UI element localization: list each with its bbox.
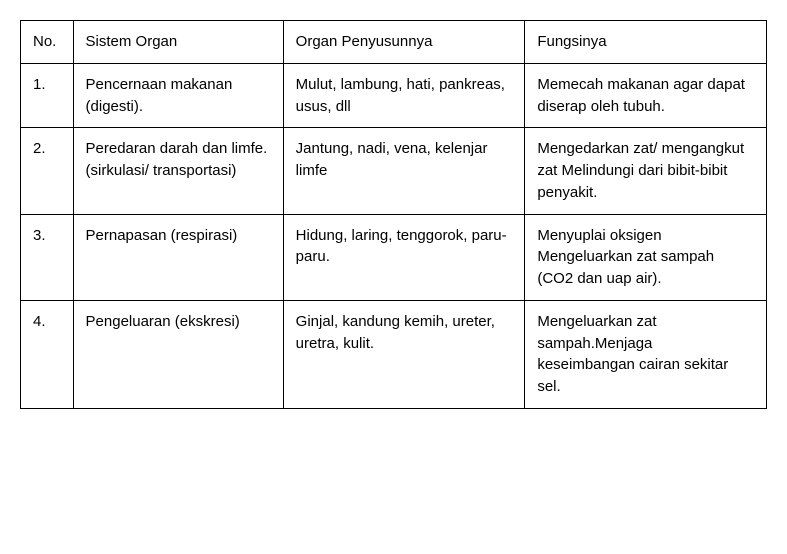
table-row: 4. Pengeluaran (ekskresi) Ginjal, kandun… — [21, 300, 767, 408]
cell-sistem-organ: Pencernaan makan­an (digesti). — [73, 63, 283, 128]
cell-organ-penyusunnya: Hidung, laring, tenggorok, paru-paru. — [283, 214, 525, 300]
header-sistem-organ: Sistem Organ — [73, 21, 283, 64]
cell-fungsinya: Menyuplai oksigen Mengeluarkan zat sampa… — [525, 214, 767, 300]
table-header-row: No. Sistem Organ Organ Penyusunnya Fungs… — [21, 21, 767, 64]
cell-no: 4. — [21, 300, 74, 408]
table-row: 3. Pernapasan (respirasi) Hidung, laring… — [21, 214, 767, 300]
table-row: 1. Pencernaan makan­an (digesti). Mulut,… — [21, 63, 767, 128]
cell-no: 2. — [21, 128, 74, 214]
table-row: 2. Peredaran darah dan limfe. (sirkulasi… — [21, 128, 767, 214]
cell-organ-penyusunnya: Ginjal, kandung kemih, ureter, uretra, k… — [283, 300, 525, 408]
cell-sistem-organ: Pernapasan (respirasi) — [73, 214, 283, 300]
cell-organ-penyusunnya: Mulut, lambung, hati, pankreas, usus, dl… — [283, 63, 525, 128]
organ-systems-table: No. Sistem Organ Organ Penyusunnya Fungs… — [20, 20, 767, 409]
cell-sistem-organ: Peredaran darah dan limfe. (sirkulasi/ t… — [73, 128, 283, 214]
cell-no: 1. — [21, 63, 74, 128]
cell-fungsinya: Memecah makanan agar dapat diserap oleh … — [525, 63, 767, 128]
cell-sistem-organ: Pengeluaran (ekskresi) — [73, 300, 283, 408]
cell-no: 3. — [21, 214, 74, 300]
cell-fungsinya: Mengedarkan zat/ mengangkut zat Melindun… — [525, 128, 767, 214]
cell-fungsinya: Mengeluarkan zat sampah.Menjaga keseimba… — [525, 300, 767, 408]
header-organ-penyusunnya: Organ Penyusunnya — [283, 21, 525, 64]
cell-organ-penyusunnya: Jantung, nadi, vena, kelenjar limfe — [283, 128, 525, 214]
header-no: No. — [21, 21, 74, 64]
header-fungsinya: Fungsinya — [525, 21, 767, 64]
